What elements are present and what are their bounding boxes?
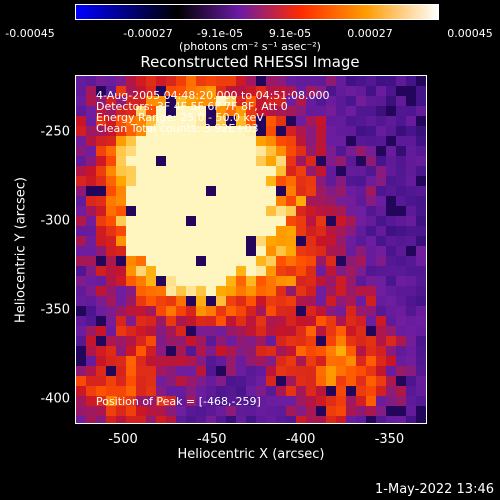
- y-tick-label: -300: [40, 213, 70, 229]
- y-tick-label: -350: [40, 302, 70, 318]
- colorbar-tick-label: 0.00045: [447, 27, 493, 40]
- footer-timestamp: 1-May-2022 13:46: [375, 482, 494, 497]
- x-axis-label: Heliocentric X (arcsec): [177, 447, 325, 462]
- peak-position-label: Position of Peak = [-468,-259]: [96, 395, 261, 408]
- colorbar-units: (photons cm⁻² s⁻¹ asec⁻²): [179, 40, 321, 53]
- annotation-time-range: 4-Aug-2005 04:48:20.000 to 04:51:08.000: [96, 89, 330, 102]
- y-axis-label: Heliocentric Y (arcsec): [13, 177, 29, 323]
- x-tick-label: -500: [108, 432, 138, 447]
- colorbar-tick-label: -0.00027: [123, 27, 173, 40]
- colorbar-tick-label: -0.00045: [5, 27, 55, 40]
- x-axis-ticks: -500 -450 -400 -350: [75, 432, 427, 448]
- image-title: Reconstructed RHESSI Image: [140, 53, 360, 71]
- y-tick-label: -250: [40, 124, 70, 140]
- colorbar-tick-label: 0.00027: [347, 27, 393, 40]
- heatmap-image: [76, 76, 426, 423]
- y-axis-ticks: -250 -300 -350 -400: [20, 75, 70, 424]
- x-tick-label: -450: [197, 432, 227, 447]
- annotation-detectors: Detectors: 3F 4F 5F 6F 7F 8F, Att 0: [96, 100, 288, 113]
- annotation-clean-counts: Clean Total counts: 3.92E+03: [96, 122, 259, 135]
- colorbar-tick-label: 9.1e-05: [268, 27, 312, 40]
- image-plot-area: 4-Aug-2005 04:48:20.000 to 04:51:08.000 …: [75, 75, 427, 424]
- y-tick-label: -400: [40, 391, 70, 407]
- colorbar-tick-label: -9.1e-05: [196, 27, 244, 40]
- colorbar-tick-labels: -0.00045 -0.00027 -9.1e-05 9.1e-05 0.000…: [0, 27, 500, 41]
- annotation-energy-range: Energy Range: 25.0 - 50.0 keV: [96, 111, 264, 124]
- x-tick-label: -350: [374, 432, 405, 447]
- x-tick-label: -400: [285, 432, 316, 447]
- colorbar: [75, 4, 439, 20]
